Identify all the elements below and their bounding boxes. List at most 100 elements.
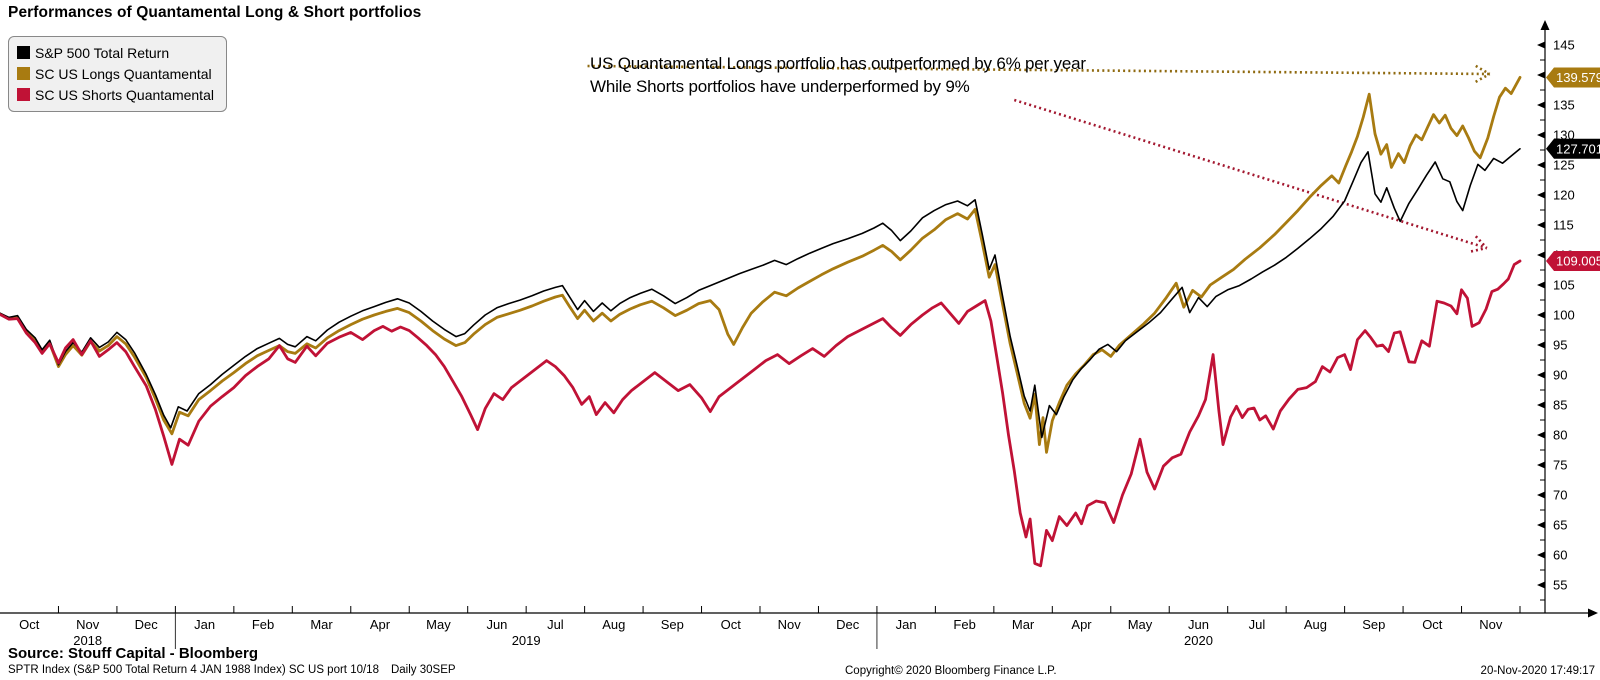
y-major-tick (1537, 581, 1545, 589)
last-price-badge (1546, 138, 1600, 159)
last-price-badge (1546, 250, 1600, 271)
y-tick-label: 135 (1553, 98, 1575, 113)
y-major-tick (1537, 521, 1545, 529)
y-major-tick (1537, 431, 1545, 439)
x-month-label: Aug (602, 617, 625, 632)
x-month-label: Feb (953, 617, 975, 632)
y-major-tick (1537, 251, 1545, 259)
x-month-label: Nov (778, 617, 802, 632)
shorts-arrow-head-icon (1470, 246, 1487, 253)
timestamp: 20-Nov-2020 17:49:17 (1480, 665, 1595, 677)
y-tick-label: 145 (1553, 38, 1575, 53)
y-tick-label: 130 (1553, 128, 1575, 143)
x-year-label: 2019 (512, 633, 541, 648)
x-month-label: Sep (1362, 617, 1385, 632)
y-tick-label: 105 (1553, 278, 1575, 293)
y-major-tick (1537, 311, 1545, 319)
legend-swatch-icon (17, 46, 30, 59)
y-major-tick (1537, 71, 1545, 79)
y-major-tick (1537, 41, 1545, 49)
y-major-tick (1537, 341, 1545, 349)
y-tick-label: 70 (1553, 488, 1567, 503)
last-price-value: 127.7019 (1556, 141, 1600, 156)
y-axis-arrow-icon (1540, 20, 1550, 30)
y-major-tick (1537, 221, 1545, 229)
legend-swatch-icon (17, 88, 30, 101)
x-month-label: Jun (486, 617, 507, 632)
annotation-line-2: While Shorts portfolios have underperfor… (590, 77, 970, 96)
copyright-note: Copyright© 2020 Bloomberg Finance L.P. (845, 665, 1057, 677)
y-tick-label: 55 (1553, 578, 1567, 593)
y-tick-label: 115 (1553, 218, 1574, 233)
shorts-arrow (1013, 98, 1488, 250)
y-tick-label: 60 (1553, 548, 1567, 563)
legend-item-2: SC US Shorts Quantamental (17, 84, 214, 105)
series-line-1 (0, 76, 1522, 454)
y-major-tick (1537, 371, 1545, 379)
y-tick-label: 85 (1553, 398, 1567, 413)
x-month-label: Nov (1479, 617, 1503, 632)
series-line-2 (0, 259, 1522, 568)
frequency-note: Daily 30SEP (390, 664, 456, 676)
x-month-label: Aug (1304, 617, 1327, 632)
legend-item-0: S&P 500 Total Return (17, 42, 214, 63)
y-tick-label: 65 (1553, 518, 1567, 533)
x-month-label: Jan (194, 617, 215, 632)
x-axis-arrow-icon (1588, 608, 1598, 618)
x-month-label: Dec (135, 617, 159, 632)
x-month-label: Mar (1012, 617, 1035, 632)
x-month-label: Feb (252, 617, 274, 632)
last-price-value: 139.5792 (1556, 70, 1600, 85)
x-month-label: Jun (1188, 617, 1209, 632)
y-tick-label: 80 (1553, 428, 1567, 443)
legend-swatch-icon (17, 67, 30, 80)
series-line-0 (0, 148, 1521, 439)
legend-label: SC US Longs Quantamental (35, 65, 212, 82)
y-major-tick (1537, 101, 1545, 109)
legend-box: S&P 500 Total Return SC US Longs Quantame… (8, 36, 227, 112)
last-price-value: 109.0056 (1556, 253, 1600, 268)
y-tick-label: 90 (1553, 368, 1567, 383)
x-month-label: Sep (661, 617, 684, 632)
x-month-label: Jan (896, 617, 917, 632)
y-major-tick (1537, 461, 1545, 469)
source-note: Source: Stouff Capital - Bloomberg (8, 645, 259, 662)
annotation-text: US Quantamental Longs portfolio has outp… (590, 52, 1086, 98)
x-month-label: May (1128, 617, 1153, 632)
x-month-label: Apr (1071, 617, 1092, 632)
annotation-line-1: US Quantamental Longs portfolio has outp… (590, 54, 1086, 73)
x-month-label: Jul (547, 617, 564, 632)
x-month-label: Oct (19, 617, 40, 632)
x-month-label: Oct (1422, 617, 1443, 632)
y-major-tick (1537, 401, 1545, 409)
x-month-label: Jul (1249, 617, 1266, 632)
y-major-tick (1537, 131, 1545, 139)
chart-plot-area: 5560657075808590951001051101151201251301… (0, 20, 1600, 649)
legend-item-1: SC US Longs Quantamental (17, 63, 214, 84)
y-tick-label: 95 (1553, 338, 1567, 353)
x-month-label: May (426, 617, 451, 632)
x-month-label: Mar (310, 617, 333, 632)
x-year-label: 2020 (1184, 633, 1213, 648)
x-month-label: Oct (721, 617, 742, 632)
y-major-tick (1537, 491, 1545, 499)
y-major-tick (1537, 551, 1545, 559)
x-month-label: Apr (370, 617, 391, 632)
legend-label: SC US Shorts Quantamental (35, 86, 214, 103)
y-tick-label: 100 (1553, 308, 1575, 323)
x-year-label: 2018 (73, 633, 102, 648)
y-tick-label: 120 (1553, 188, 1575, 203)
chart-title: Performances of Quantamental Long & Shor… (8, 4, 422, 21)
ticker-description-text: SPTR Index (S&P 500 Total Return 4 JAN 1… (8, 664, 379, 676)
x-month-label: Dec (836, 617, 860, 632)
ticker-description: SPTR Index (S&P 500 Total Return 4 JAN 1… (8, 664, 456, 676)
y-major-tick (1537, 281, 1545, 289)
legend-label: S&P 500 Total Return (35, 44, 170, 61)
last-price-badge (1546, 67, 1600, 88)
x-month-label: Nov (76, 617, 100, 632)
y-major-tick (1537, 191, 1545, 199)
y-tick-label: 125 (1553, 158, 1575, 173)
y-major-tick (1537, 161, 1545, 169)
y-tick-label: 75 (1553, 458, 1567, 473)
